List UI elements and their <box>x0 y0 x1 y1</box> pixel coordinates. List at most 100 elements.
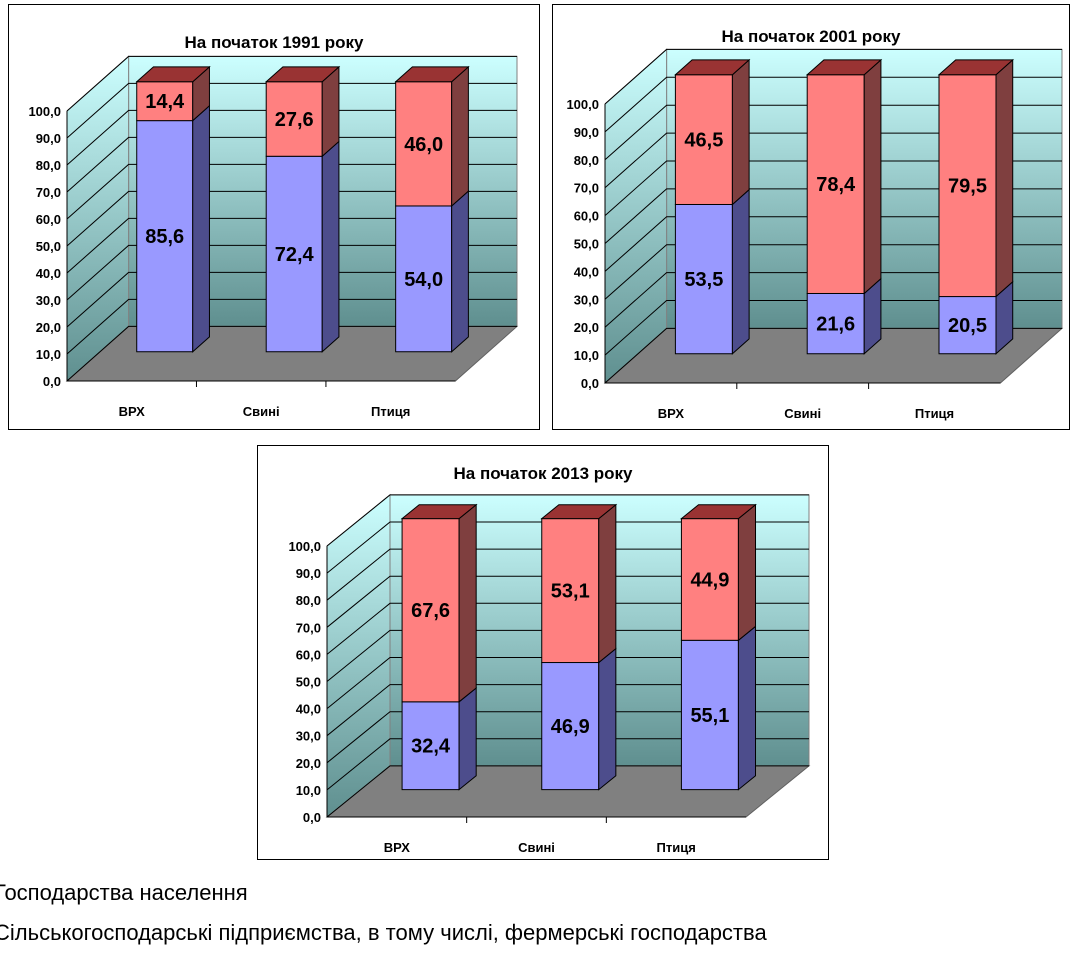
bar-front <box>938 296 997 355</box>
bar-front <box>265 155 323 353</box>
bar-side <box>321 140 340 353</box>
bar-front <box>265 81 323 157</box>
gridline <box>604 132 1062 189</box>
bar-side <box>737 625 757 791</box>
data-label: 67,6 <box>411 600 450 622</box>
y-tick-label: 80,0 <box>296 593 321 608</box>
gridline <box>66 163 517 220</box>
chart-panel-1991: На початок 1991 року 0,0 10,0 20,0 30,0 40,0… <box>8 4 540 430</box>
y-tick-label: 0,0 <box>303 810 321 825</box>
y-tick-label: 100,0 <box>28 104 61 119</box>
y-tick-label: 90,0 <box>296 566 321 581</box>
chart-panel-2013: На початок 2013 року 0,0 10,0 20,0 30,0 40,0… <box>257 445 829 860</box>
bar-side <box>863 58 882 295</box>
y-tick-label: 100,0 <box>288 539 321 554</box>
y-tick-label: 10,0 <box>296 783 321 798</box>
gridline <box>326 765 809 818</box>
legend-household: Господарства населення <box>0 880 248 905</box>
category-label: Птиця <box>657 840 696 855</box>
bar-side <box>192 104 210 353</box>
category-label: Свині <box>784 406 821 421</box>
y-tick-label: 0,0 <box>581 376 599 391</box>
bar-side <box>458 686 477 791</box>
data-label: 79,5 <box>948 176 987 198</box>
data-label: 46,0 <box>404 134 443 156</box>
data-label: 27,6 <box>275 109 314 131</box>
chart-plot: 0,0 10,0 20,0 30,0 40,0 50,0 60,0 70,0 80,0 90,0 1… <box>28 55 519 419</box>
data-label: 55,1 <box>690 705 729 727</box>
chart-title: На початок 2001 року <box>721 27 901 46</box>
data-label: 78,4 <box>816 174 856 196</box>
legend-enterprises: Сільськогосподарські підприємства, в том… <box>0 920 767 945</box>
bar-side <box>995 58 1014 298</box>
gridline <box>66 190 517 247</box>
bar-front <box>541 662 600 791</box>
gridline <box>326 521 809 574</box>
category-label: ВРХ <box>119 404 146 419</box>
gridline <box>326 575 809 628</box>
category-label: Птиця <box>371 404 410 419</box>
gridline <box>604 327 1062 384</box>
y-tick-label: 0,0 <box>43 374 61 389</box>
bar-front <box>680 518 739 641</box>
bar-side <box>458 503 477 703</box>
gridline <box>604 216 1062 272</box>
y-tick-label: 40,0 <box>36 266 61 281</box>
gridline <box>326 602 809 655</box>
bar-top <box>674 59 751 76</box>
category-label: ВРХ <box>384 840 411 855</box>
bar-front <box>395 205 453 353</box>
y-tick-label: 10,0 <box>574 348 599 363</box>
data-label: 72,4 <box>275 244 315 266</box>
data-label: 54,0 <box>404 269 443 291</box>
bar-front <box>401 518 460 703</box>
y-tick-label: 50,0 <box>296 675 321 690</box>
y-tick-label: 90,0 <box>36 131 61 146</box>
gridline <box>66 55 517 112</box>
bar-top <box>937 59 1015 76</box>
data-label: 21,6 <box>816 314 855 336</box>
gridline <box>326 738 809 791</box>
bar-top <box>264 66 341 83</box>
chart-plot: 0,0 10,0 20,0 30,0 40,0 50,0 60,0 70,0 80,0 90,0 1… <box>566 48 1064 421</box>
gridline <box>604 272 1062 328</box>
bar-side <box>731 58 750 206</box>
bar-side <box>737 503 757 642</box>
gridline <box>326 657 809 709</box>
gridline <box>326 684 809 737</box>
bar-front <box>938 74 997 298</box>
gridline <box>326 494 809 547</box>
data-label: 46,9 <box>551 716 590 738</box>
y-tick-label: 100,0 <box>566 97 599 112</box>
y-tick-label: 70,0 <box>36 185 61 200</box>
chart-panel-2001: На початок 2001 року 0,0 10,0 20,0 30,0 40,0… <box>552 4 1070 430</box>
y-tick-label: 20,0 <box>296 756 321 771</box>
y-tick-label: 30,0 <box>296 729 321 744</box>
gridline <box>66 217 517 274</box>
gridline <box>66 109 517 166</box>
category-label: ВРХ <box>658 406 685 421</box>
bar-front <box>136 120 194 353</box>
y-tick-label: 60,0 <box>36 212 61 227</box>
y-tick-label: 20,0 <box>36 320 61 335</box>
bar-front <box>674 203 733 355</box>
bar-front <box>395 81 453 207</box>
y-tick-label: 80,0 <box>36 158 61 173</box>
y-tick-label: 40,0 <box>296 702 321 717</box>
y-tick-label: 70,0 <box>296 620 321 635</box>
bar-top <box>394 66 470 83</box>
chart-title: На початок 1991 року <box>184 33 364 52</box>
gridline <box>604 160 1062 216</box>
bar-side <box>598 647 617 791</box>
bar-front <box>674 74 733 205</box>
bar-top <box>135 66 211 83</box>
bar-front <box>541 518 600 664</box>
category-label: Свині <box>243 404 280 419</box>
y-tick-label: 40,0 <box>574 264 599 279</box>
bar-front <box>136 81 194 122</box>
gridline <box>604 188 1062 244</box>
gridline <box>66 271 517 328</box>
gridline <box>604 104 1062 161</box>
gridline <box>66 298 517 355</box>
y-tick-label: 90,0 <box>574 125 599 140</box>
